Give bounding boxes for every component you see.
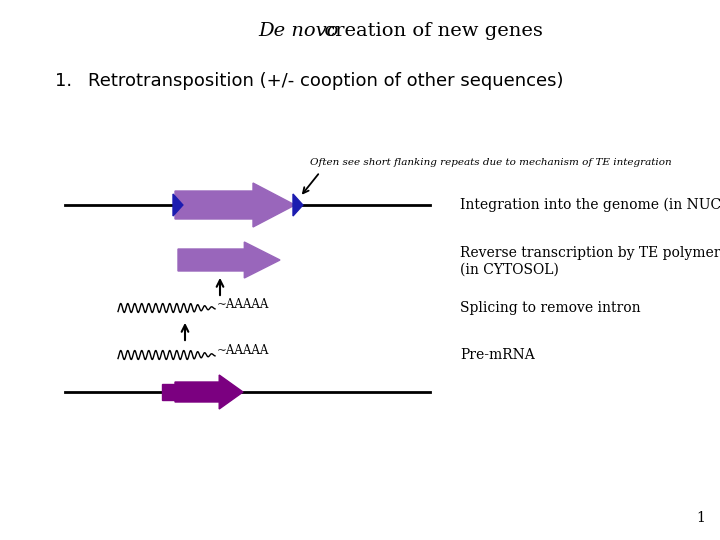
Text: De novo: De novo	[258, 22, 338, 40]
Polygon shape	[175, 375, 243, 409]
Text: 1.: 1.	[55, 72, 72, 90]
Polygon shape	[178, 242, 280, 278]
Polygon shape	[173, 194, 183, 216]
Text: (in CYTOSOL): (in CYTOSOL)	[460, 263, 559, 277]
Polygon shape	[293, 194, 303, 216]
Text: ~AAAAA: ~AAAAA	[217, 345, 269, 357]
Text: ~AAAAA: ~AAAAA	[217, 298, 269, 310]
Text: creation of new genes: creation of new genes	[318, 22, 543, 40]
Text: Integration into the genome (in NUCLEUS): Integration into the genome (in NUCLEUS)	[460, 198, 720, 212]
Text: Often see short flanking repeats due to mechanism of TE integration: Often see short flanking repeats due to …	[310, 158, 672, 167]
Polygon shape	[175, 183, 295, 227]
Text: Retrotransposition (+/- cooption of other sequences): Retrotransposition (+/- cooption of othe…	[88, 72, 564, 90]
Text: Reverse transcription by TE polymerases: Reverse transcription by TE polymerases	[460, 246, 720, 260]
Text: 1: 1	[696, 511, 705, 525]
Text: Splicing to remove intron: Splicing to remove intron	[460, 301, 641, 315]
Bar	[162, 384, 175, 400]
Text: Pre-mRNA: Pre-mRNA	[460, 348, 535, 362]
